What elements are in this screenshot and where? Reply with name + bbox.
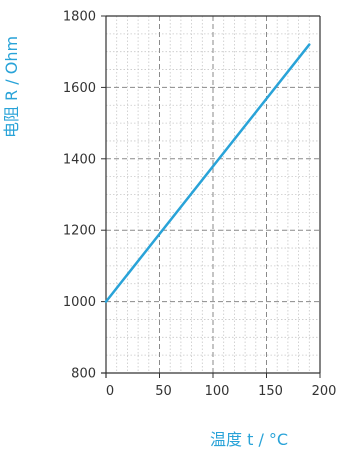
- tick-marks: [101, 15, 321, 378]
- x-tick-label: 50: [155, 384, 172, 399]
- major-grid: [106, 16, 320, 373]
- minor-grid: [106, 16, 320, 373]
- x-axis-title: 温度 t / °C: [210, 430, 289, 449]
- x-tick-label: 150: [258, 384, 283, 399]
- axes: [101, 15, 321, 378]
- x-tick-label: 100: [205, 384, 230, 399]
- y-tick-label: 1600: [63, 81, 96, 96]
- y-tick-label: 800: [71, 367, 96, 382]
- series-group: [104, 43, 311, 303]
- x-tick-label: 0: [106, 384, 114, 399]
- series-line: [104, 43, 311, 303]
- y-axis-title: 电阻 R / Ohm: [2, 35, 21, 139]
- y-tick-label: 1800: [63, 10, 96, 25]
- y-tick-label: 1400: [63, 152, 96, 167]
- x-tick-label: 200: [312, 384, 337, 399]
- y-tick-label: 1000: [63, 295, 96, 310]
- tick-labels: 0 50 100 150 200 800 1000 1200 1400 1600 1800: [63, 10, 337, 400]
- y-tick-label: 1200: [63, 224, 96, 239]
